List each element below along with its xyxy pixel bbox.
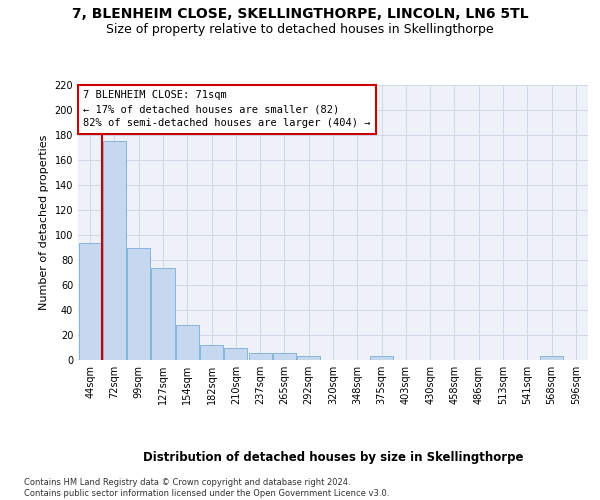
Bar <box>273 352 296 360</box>
Bar <box>103 141 126 360</box>
Text: 7 BLENHEIM CLOSE: 71sqm
← 17% of detached houses are smaller (82)
82% of semi-de: 7 BLENHEIM CLOSE: 71sqm ← 17% of detache… <box>83 90 371 128</box>
Bar <box>79 242 101 360</box>
Bar <box>370 356 393 360</box>
Bar <box>200 345 223 360</box>
Text: Distribution of detached houses by size in Skellingthorpe: Distribution of detached houses by size … <box>143 451 523 464</box>
Bar <box>297 356 320 360</box>
Bar <box>127 248 150 360</box>
Y-axis label: Number of detached properties: Number of detached properties <box>39 135 49 310</box>
Text: 7, BLENHEIM CLOSE, SKELLINGTHORPE, LINCOLN, LN6 5TL: 7, BLENHEIM CLOSE, SKELLINGTHORPE, LINCO… <box>71 8 529 22</box>
Bar <box>540 356 563 360</box>
Text: Contains HM Land Registry data © Crown copyright and database right 2024.
Contai: Contains HM Land Registry data © Crown c… <box>24 478 389 498</box>
Bar <box>176 325 199 360</box>
Bar <box>248 352 272 360</box>
Bar <box>224 348 247 360</box>
Text: Size of property relative to detached houses in Skellingthorpe: Size of property relative to detached ho… <box>106 22 494 36</box>
Bar <box>151 268 175 360</box>
